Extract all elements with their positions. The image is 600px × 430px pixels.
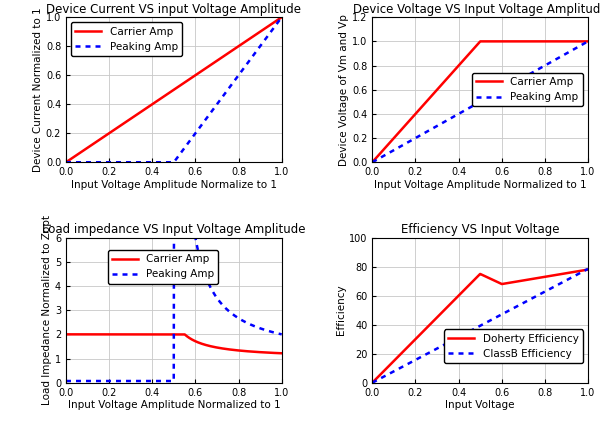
Legend: Carrier Amp, Peaking Amp: Carrier Amp, Peaking Amp — [107, 250, 218, 284]
Title: Load impedance VS Input Voltage Amplitude: Load impedance VS Input Voltage Amplitud… — [42, 224, 305, 236]
Legend: Carrier Amp, Peaking Amp: Carrier Amp, Peaking Amp — [71, 22, 182, 56]
X-axis label: Input Voltage Amplitude Normalized to 1: Input Voltage Amplitude Normalized to 1 — [374, 180, 586, 190]
Y-axis label: Device Current Normalized to 1: Device Current Normalized to 1 — [33, 7, 43, 172]
Legend: Carrier Amp, Peaking Amp: Carrier Amp, Peaking Amp — [472, 73, 583, 107]
Title: Efficiency VS Input Voltage: Efficiency VS Input Voltage — [401, 224, 559, 236]
Title: Device Voltage VS Input Voltage Amplitude: Device Voltage VS Input Voltage Amplitud… — [353, 3, 600, 16]
Y-axis label: Load Impedance Normalized to Zopt: Load Impedance Normalized to Zopt — [42, 215, 52, 405]
Title: Device Current VS input Voltage Amplitude: Device Current VS input Voltage Amplitud… — [46, 3, 301, 16]
Legend: Doherty Efficiency, ClassB Efficiency: Doherty Efficiency, ClassB Efficiency — [444, 329, 583, 363]
X-axis label: Input Voltage: Input Voltage — [445, 400, 515, 410]
X-axis label: Input Voltage Amplitude Normalized to 1: Input Voltage Amplitude Normalized to 1 — [68, 400, 280, 410]
Y-axis label: Efficiency: Efficiency — [336, 285, 346, 335]
X-axis label: Input Voltage Amplitude Normalize to 1: Input Voltage Amplitude Normalize to 1 — [71, 180, 277, 190]
Y-axis label: Device Voltage of Vm and Vp: Device Voltage of Vm and Vp — [339, 14, 349, 166]
